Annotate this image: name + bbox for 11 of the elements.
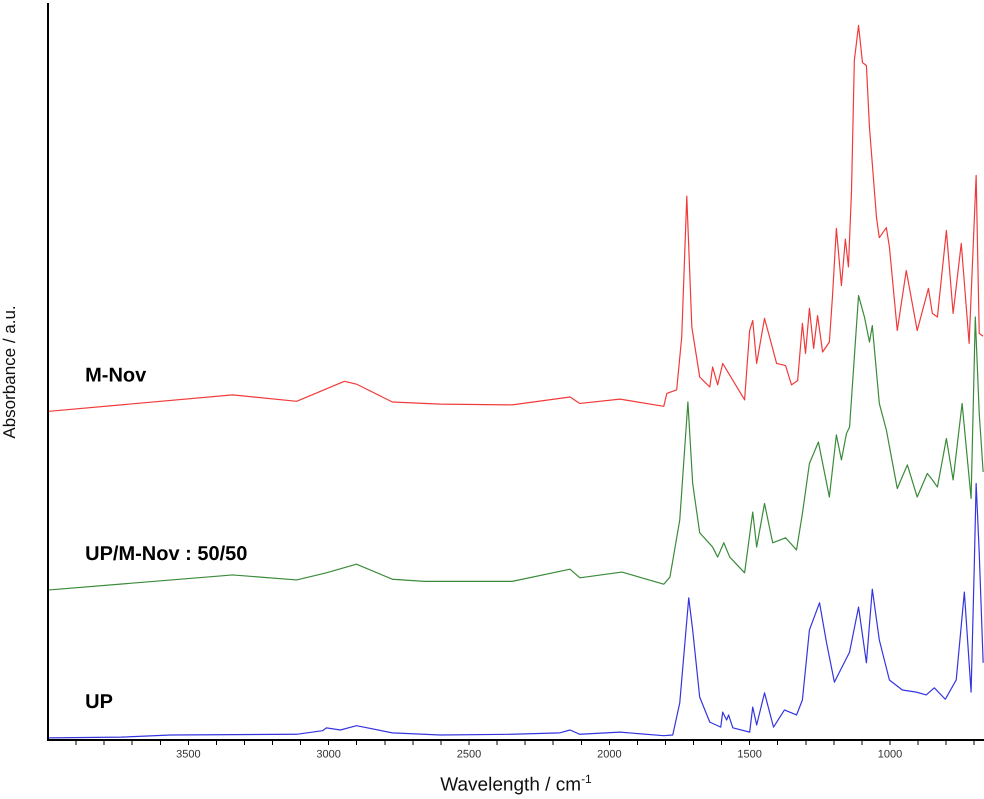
y-axis-title: Absorbance / a.u.	[0, 305, 19, 439]
series-label: UP	[85, 690, 113, 713]
x-tick-label: 2000	[597, 748, 622, 761]
x-tick-label: 3500	[176, 748, 201, 761]
x-tick-label: 1500	[737, 748, 762, 761]
x-tick-label: 1000	[878, 748, 902, 761]
x-axis-title: Wavelength / cm$^{-1}$	[439, 772, 593, 796]
x-tick-label: 2500	[456, 748, 482, 761]
x-tick-label: 3000	[316, 748, 341, 761]
series-label: M-Nov	[85, 364, 148, 386]
series-label: UP/M-Nov : 50/50	[85, 542, 248, 565]
